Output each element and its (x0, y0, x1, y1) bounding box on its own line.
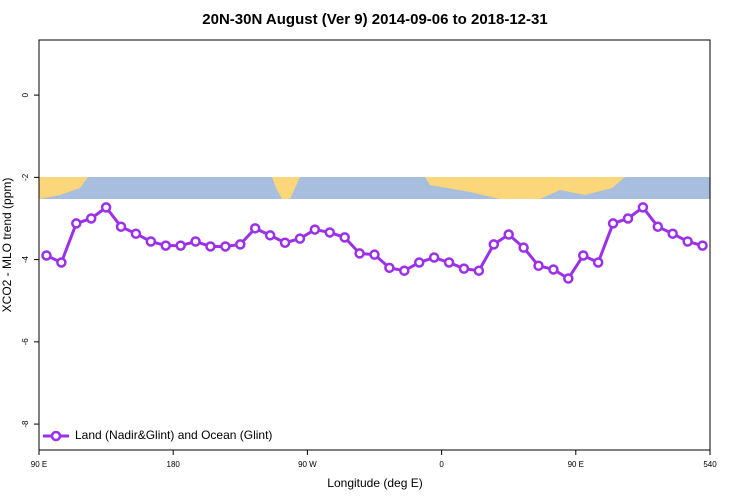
data-point (682, 236, 693, 247)
data-point (130, 228, 142, 239)
data-point (399, 265, 410, 276)
data-point (100, 202, 112, 213)
y-tick-label: -8 (21, 420, 30, 428)
data-point (56, 257, 67, 268)
data-point (652, 221, 664, 232)
data-point (71, 218, 82, 229)
data-point (563, 273, 574, 284)
data-point (458, 263, 470, 274)
legend-label: Land (Nadir&Glint) and Ocean (Glint) (75, 428, 272, 442)
data-point (578, 250, 589, 261)
data-point (354, 248, 365, 259)
data-point (339, 232, 350, 243)
data-point (443, 257, 455, 268)
x-axis-label: Longitude (deg E) (327, 476, 422, 490)
data-point (473, 265, 485, 276)
map-strip (39, 177, 710, 199)
data-point (235, 239, 246, 250)
data-point (309, 224, 321, 235)
data-point (592, 257, 604, 268)
data-point (324, 227, 336, 238)
x-tick-label: 0 (439, 460, 444, 469)
data-point (413, 257, 425, 268)
data-point (607, 218, 619, 229)
data-point (205, 241, 216, 252)
data-point (488, 239, 500, 250)
data-point (249, 223, 261, 234)
data-point (190, 236, 201, 247)
data-point (279, 237, 291, 248)
data-point (503, 229, 514, 240)
data-point (548, 264, 559, 275)
x-tick-label: 90 E (31, 460, 47, 469)
data-point (294, 233, 306, 244)
plot-frame (38, 39, 711, 451)
chart-title: 20N-30N August (Ver 9) 2014-09-06 to 201… (202, 11, 547, 28)
y-tick-label: 0 (21, 92, 30, 97)
x-tick-label: 540 (703, 460, 717, 469)
data-point (622, 213, 634, 224)
data-point (637, 202, 649, 213)
y-tick-label: -4 (21, 255, 30, 263)
data-point (175, 240, 186, 251)
data-point (41, 250, 52, 261)
data-point (220, 241, 231, 252)
data-point (145, 236, 157, 247)
data-point (428, 252, 440, 263)
data-point (667, 228, 678, 239)
data-point (115, 221, 127, 232)
legend-marker (50, 430, 62, 442)
data-point (697, 240, 708, 251)
data-point (369, 249, 380, 260)
data-point (85, 213, 97, 224)
data-point (518, 242, 529, 253)
y-tick-label: -2 (21, 173, 30, 181)
series-line (45, 205, 703, 281)
data-point (384, 262, 395, 274)
data-point (160, 240, 171, 251)
data-point (533, 260, 544, 272)
x-tick-label: 90 E (568, 460, 584, 469)
y-tick-label: -6 (21, 338, 30, 346)
x-tick-label: 90 W (298, 460, 317, 469)
data-point (264, 230, 276, 241)
y-axis-label: XCO2 - MLO trend (ppm) (0, 178, 14, 313)
x-tick-label: 180 (167, 460, 181, 469)
